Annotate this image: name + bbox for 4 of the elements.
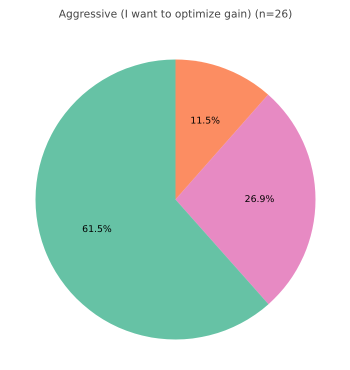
data-label: 26.9% — [244, 194, 274, 205]
data-label: 61.5% — [82, 224, 112, 235]
data-label: 11.5% — [190, 115, 220, 126]
chart-title: Aggressive (I want to optimize gain) (n=26) — [58, 8, 292, 20]
